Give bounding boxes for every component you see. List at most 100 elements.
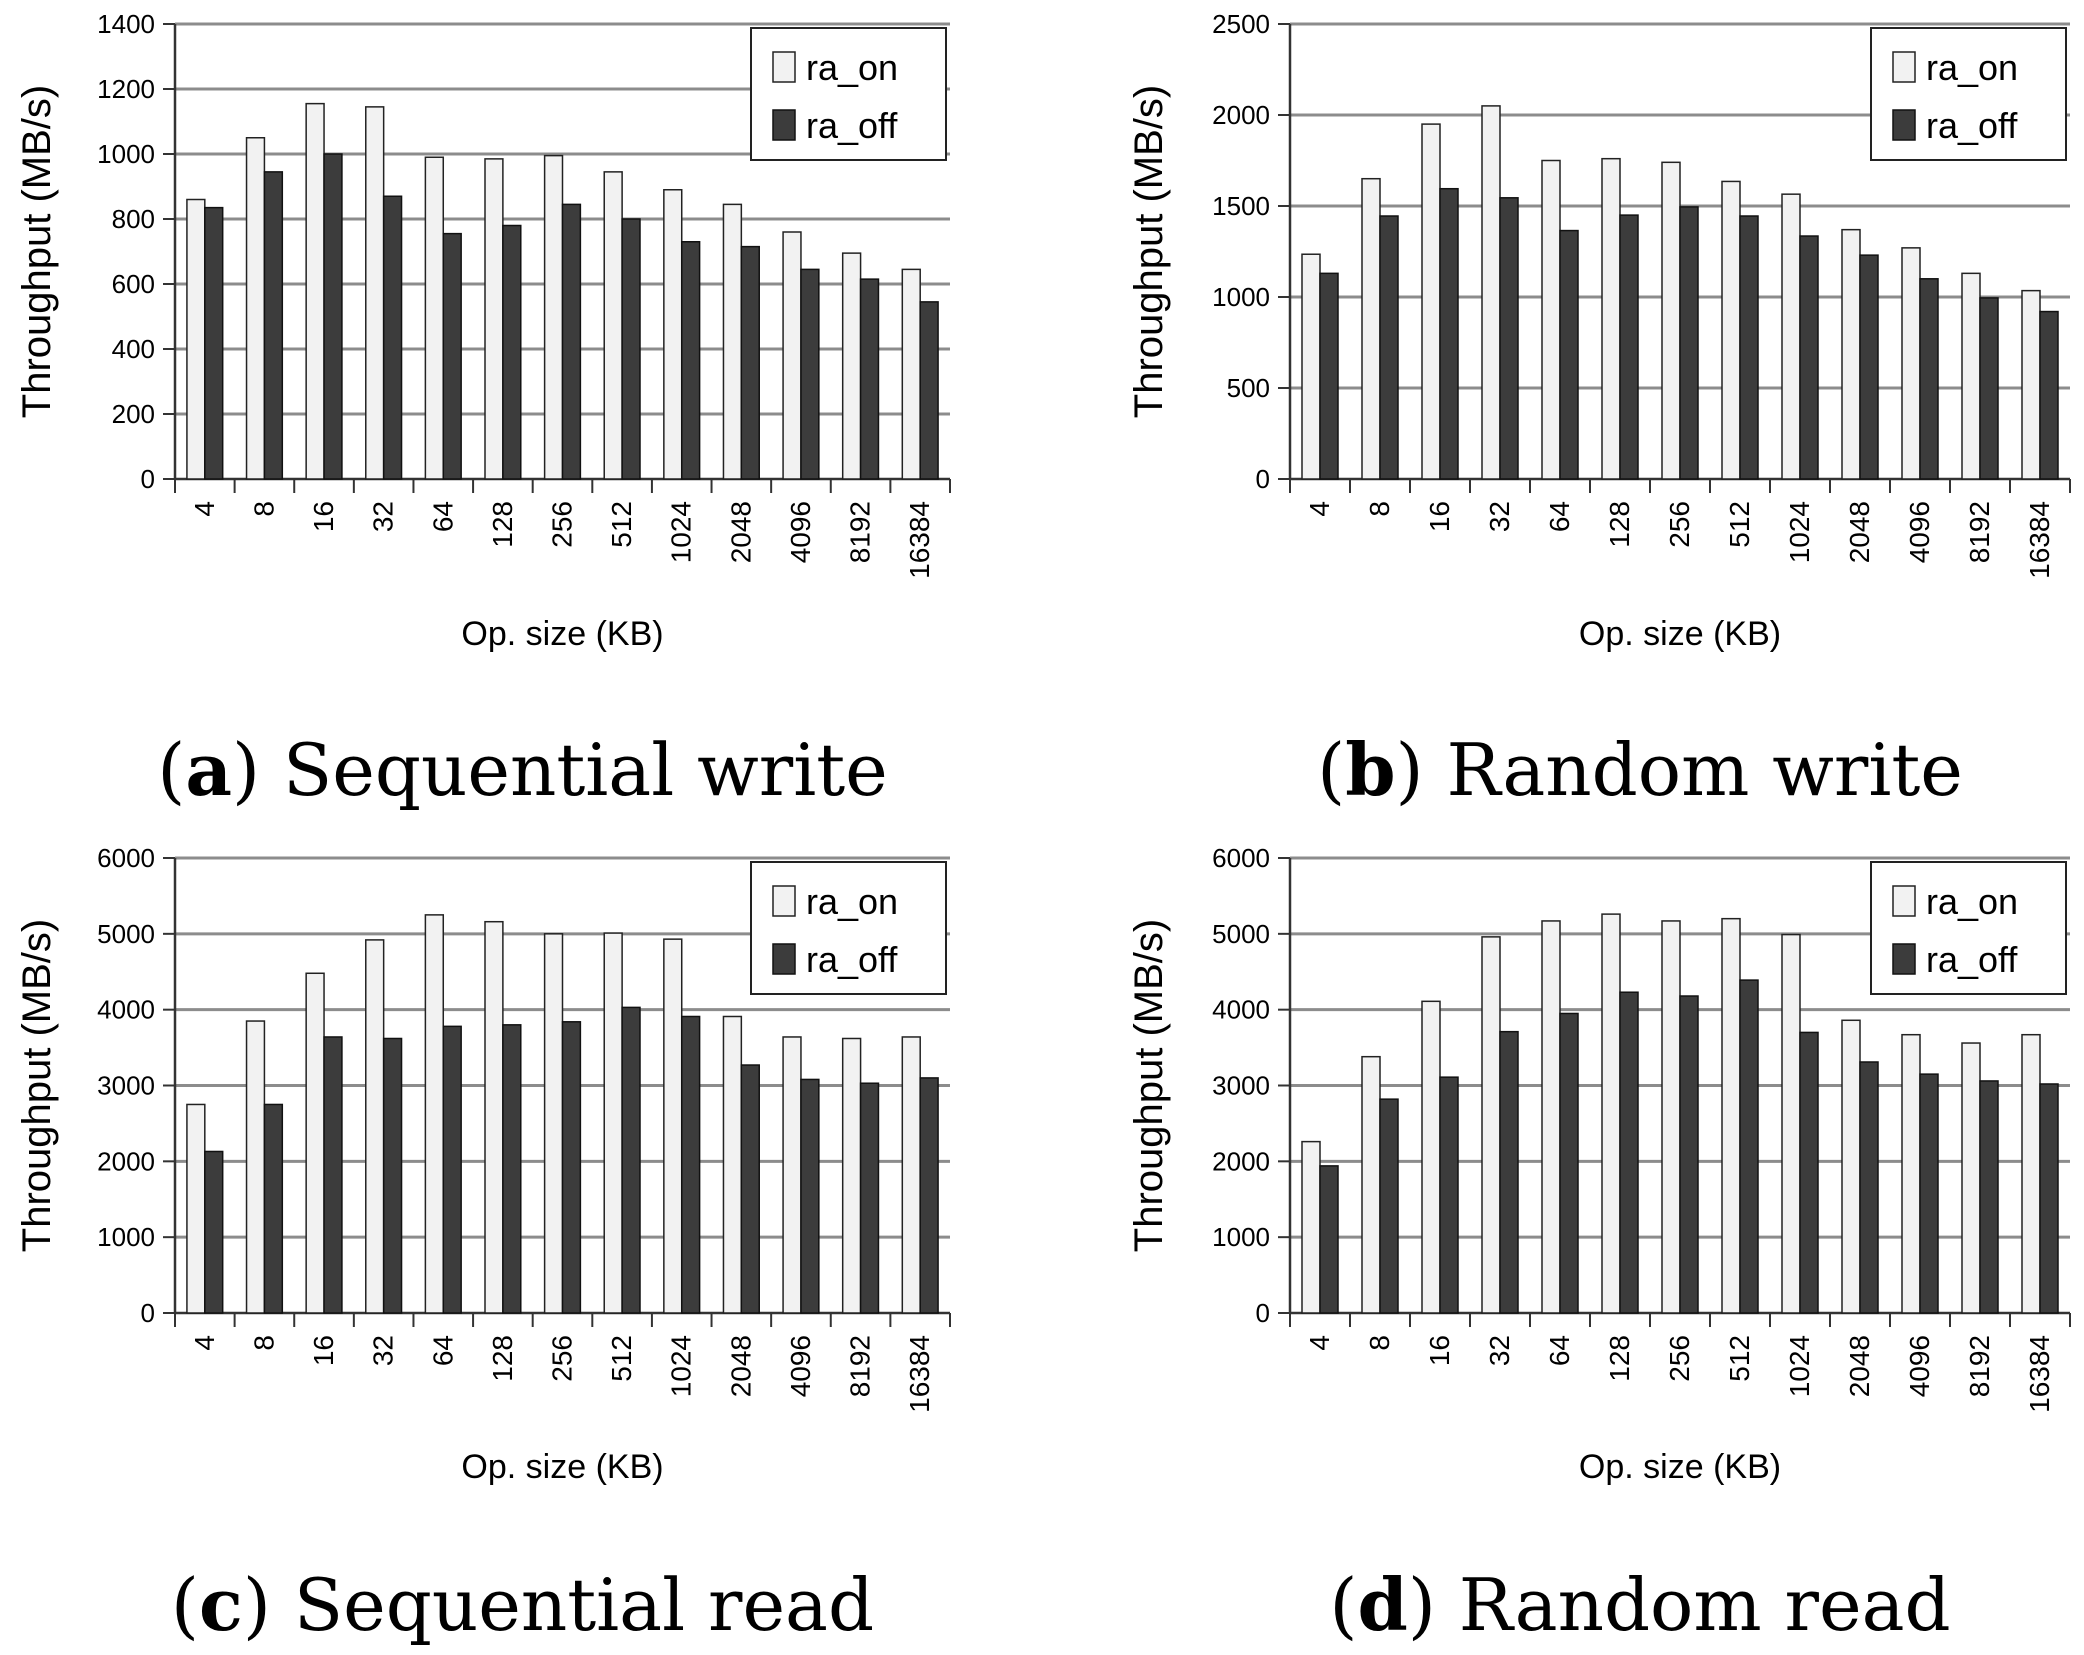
bar-ra-off <box>323 1036 343 1314</box>
bar-ra-off <box>1559 229 1579 480</box>
x-tick-label: 256 <box>1664 501 1695 548</box>
y-tick-label: 6000 <box>97 843 155 873</box>
x-tick-label: 128 <box>487 1335 518 1382</box>
legend-label-ra-on: ra_on <box>1926 47 2018 88</box>
legend-swatch-ra-on <box>1892 51 1916 83</box>
x-tick-label: 4 <box>189 501 220 517</box>
x-axis-title: Op. size (KB) <box>461 1448 663 1486</box>
bar-ra-on <box>245 1020 266 1314</box>
panel-caption: (b) Random write <box>1317 727 1963 812</box>
x-tick-label: 16 <box>1424 501 1455 532</box>
bar-ra-on <box>1961 1042 1981 1314</box>
legend: ra_on ra_off <box>1870 861 2067 995</box>
bar-ra-off <box>1619 991 1639 1314</box>
bar-ra-off <box>2039 1083 2059 1314</box>
caption-letter: c <box>199 1562 243 1647</box>
y-tick-label: 0 <box>1256 464 1270 494</box>
x-tick-label: 16384 <box>904 1335 935 1413</box>
y-tick-label: 800 <box>112 204 155 234</box>
bar-ra-on <box>1781 193 1801 480</box>
y-axis-title: Throughput (MB/s) <box>1127 85 1171 418</box>
bar-ra-on <box>365 106 385 480</box>
bar-ra-off <box>1979 1080 1999 1314</box>
x-tick-label: 256 <box>1664 1335 1695 1382</box>
bar-ra-off <box>204 1150 224 1314</box>
y-axis-title: Throughput (MB/s) <box>15 919 59 1252</box>
bar-ra-on <box>722 1015 743 1314</box>
bar-ra-on <box>782 1036 802 1314</box>
y-tick-label: 1000 <box>1212 282 1270 312</box>
x-tick-label: 256 <box>547 501 578 548</box>
y-tick-label: 500 <box>1227 373 1270 403</box>
legend-swatch-ra-off <box>772 943 796 975</box>
x-axis-title: Op. size (KB) <box>1579 1448 1781 1486</box>
bar-ra-on <box>424 914 445 1314</box>
bar-ra-off <box>382 195 403 480</box>
bar-ra-on <box>1421 123 1441 480</box>
bar-ra-on <box>543 933 564 1314</box>
bar-ra-on <box>1601 157 1621 480</box>
bar-ra-off <box>1799 235 1819 480</box>
bar-ra-off <box>1379 1098 1399 1314</box>
x-tick-label: 16 <box>308 501 339 532</box>
bar-ra-on <box>841 252 862 480</box>
caption-paren-open: ( <box>1317 728 1345 812</box>
bar-ra-off <box>561 203 582 480</box>
x-tick-label: 16384 <box>2024 501 2055 579</box>
bar-ra-off <box>1919 278 1939 480</box>
bar-ra-on <box>186 1103 206 1314</box>
caption-title: Random read <box>1459 1563 1951 1647</box>
bar-ra-off <box>502 224 522 480</box>
bar-ra-on <box>1721 917 1741 1314</box>
x-tick-label: 16 <box>1424 1335 1455 1366</box>
x-tick-label: 8192 <box>1964 1335 1995 1397</box>
bar-ra-on <box>1541 920 1561 1314</box>
bar-ra-on <box>543 154 564 480</box>
y-tick-label: 5000 <box>1212 919 1270 949</box>
x-tick-label: 32 <box>368 1335 399 1366</box>
x-tick-label: 1024 <box>666 501 697 563</box>
bar-ra-off <box>2039 310 2059 480</box>
bar-ra-on <box>1841 1019 1861 1314</box>
bar-ra-on <box>424 156 445 480</box>
bar-ra-off <box>919 1077 939 1314</box>
bar-ra-off <box>561 1021 582 1314</box>
bar-ra-off <box>323 153 343 480</box>
bar-ra-on <box>1781 933 1801 1314</box>
x-tick-label: 512 <box>1724 501 1755 548</box>
bar-ra-off <box>442 232 462 480</box>
x-tick-label: 64 <box>427 1335 458 1366</box>
legend: ra_on ra_off <box>1870 27 2067 161</box>
bar-ra-off <box>1379 215 1399 480</box>
y-tick-label: 1000 <box>1212 1222 1270 1252</box>
x-tick-label: 32 <box>1484 1335 1515 1366</box>
legend-swatch-ra-off <box>772 109 796 141</box>
bar-ra-on <box>365 939 385 1314</box>
bar-ra-on <box>663 189 683 480</box>
bar-ra-off <box>1499 1030 1519 1314</box>
y-tick-label: 3000 <box>97 1071 155 1101</box>
x-tick-label: 2048 <box>725 501 756 563</box>
caption-paren-close: ) <box>1396 728 1447 812</box>
x-axis-title: Op. size (KB) <box>1579 615 1781 653</box>
caption-letter: a <box>185 727 232 812</box>
x-tick-label: 4096 <box>785 1335 816 1397</box>
x-tick-label: 8192 <box>845 1335 876 1397</box>
y-tick-label: 400 <box>112 334 155 364</box>
bar-ra-on <box>901 1036 921 1314</box>
bar-ra-off <box>740 245 760 480</box>
bar-ra-off <box>1859 1061 1879 1314</box>
bar-ra-off <box>1559 1012 1579 1314</box>
bar-ra-off <box>680 1015 701 1314</box>
bar-ra-on <box>1661 161 1681 480</box>
y-tick-label: 1200 <box>97 74 155 104</box>
x-tick-label: 8 <box>1364 501 1395 517</box>
bar-ra-off <box>800 1078 820 1314</box>
bar-ra-on <box>841 1037 862 1314</box>
y-tick-label: 2000 <box>1212 1146 1270 1176</box>
legend-swatch-ra-off <box>1892 109 1916 141</box>
x-axis-title: Op. size (KB) <box>461 615 663 653</box>
legend-swatch-ra-on <box>1892 885 1916 917</box>
caption-paren-open: ( <box>171 1563 199 1647</box>
bar-ra-off <box>502 1024 522 1314</box>
